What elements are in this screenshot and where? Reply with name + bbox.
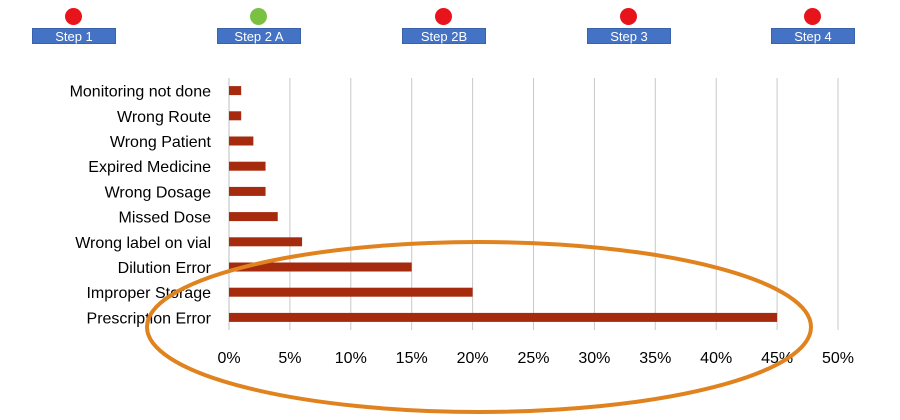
bar — [229, 212, 278, 222]
x-tick-label: 20% — [457, 350, 489, 367]
x-tick-label: 15% — [396, 350, 428, 367]
step-2b-label: Step 2B — [402, 28, 486, 44]
bar — [229, 136, 254, 146]
highlight-ellipse — [145, 240, 813, 414]
step-4-status-icon — [804, 8, 821, 25]
bar — [229, 312, 778, 322]
bar — [229, 262, 412, 272]
bar — [229, 237, 303, 247]
bar — [229, 161, 266, 171]
step-1: Step 1 — [32, 8, 116, 48]
step-2a-status-icon — [250, 8, 267, 25]
x-tick-label: 35% — [639, 350, 671, 367]
bar — [229, 111, 242, 121]
step-3-status-icon — [620, 8, 637, 25]
step-2b-status-icon — [435, 8, 452, 25]
bar — [229, 186, 266, 196]
bar — [229, 287, 473, 297]
step-2a-label: Step 2 A — [217, 28, 301, 44]
category-label: Dilution Error — [118, 260, 212, 277]
x-tick-label: 45% — [761, 350, 793, 367]
step-2b: Step 2B — [402, 8, 486, 48]
category-label: Expired Medicine — [88, 159, 211, 176]
x-tick-label: 40% — [700, 350, 732, 367]
x-tick-label: 50% — [822, 350, 854, 367]
step-4-label: Step 4 — [771, 28, 855, 44]
category-label: Improper Storage — [86, 285, 211, 302]
category-label: Wrong label on vial — [75, 235, 211, 252]
step-indicator-row: Step 1 Step 2 A Step 2B Step 3 Step 4 — [0, 0, 900, 50]
step-2a: Step 2 A — [217, 8, 301, 48]
bar — [229, 86, 242, 96]
x-tick-label: 10% — [335, 350, 367, 367]
category-label: Wrong Dosage — [105, 184, 212, 201]
category-label: Wrong Patient — [110, 134, 212, 151]
x-tick-label: 5% — [278, 350, 301, 367]
step-3: Step 3 — [587, 8, 671, 48]
category-label: Monitoring not done — [70, 84, 212, 101]
category-label: Wrong Route — [117, 109, 211, 126]
step-1-status-icon — [65, 8, 82, 25]
x-tick-label: 25% — [517, 350, 549, 367]
step-4: Step 4 — [771, 8, 855, 48]
step-3-label: Step 3 — [587, 28, 671, 44]
category-label: Missed Dose — [119, 210, 212, 227]
x-tick-label: 0% — [217, 350, 240, 367]
x-tick-label: 30% — [578, 350, 610, 367]
step-1-label: Step 1 — [32, 28, 116, 44]
